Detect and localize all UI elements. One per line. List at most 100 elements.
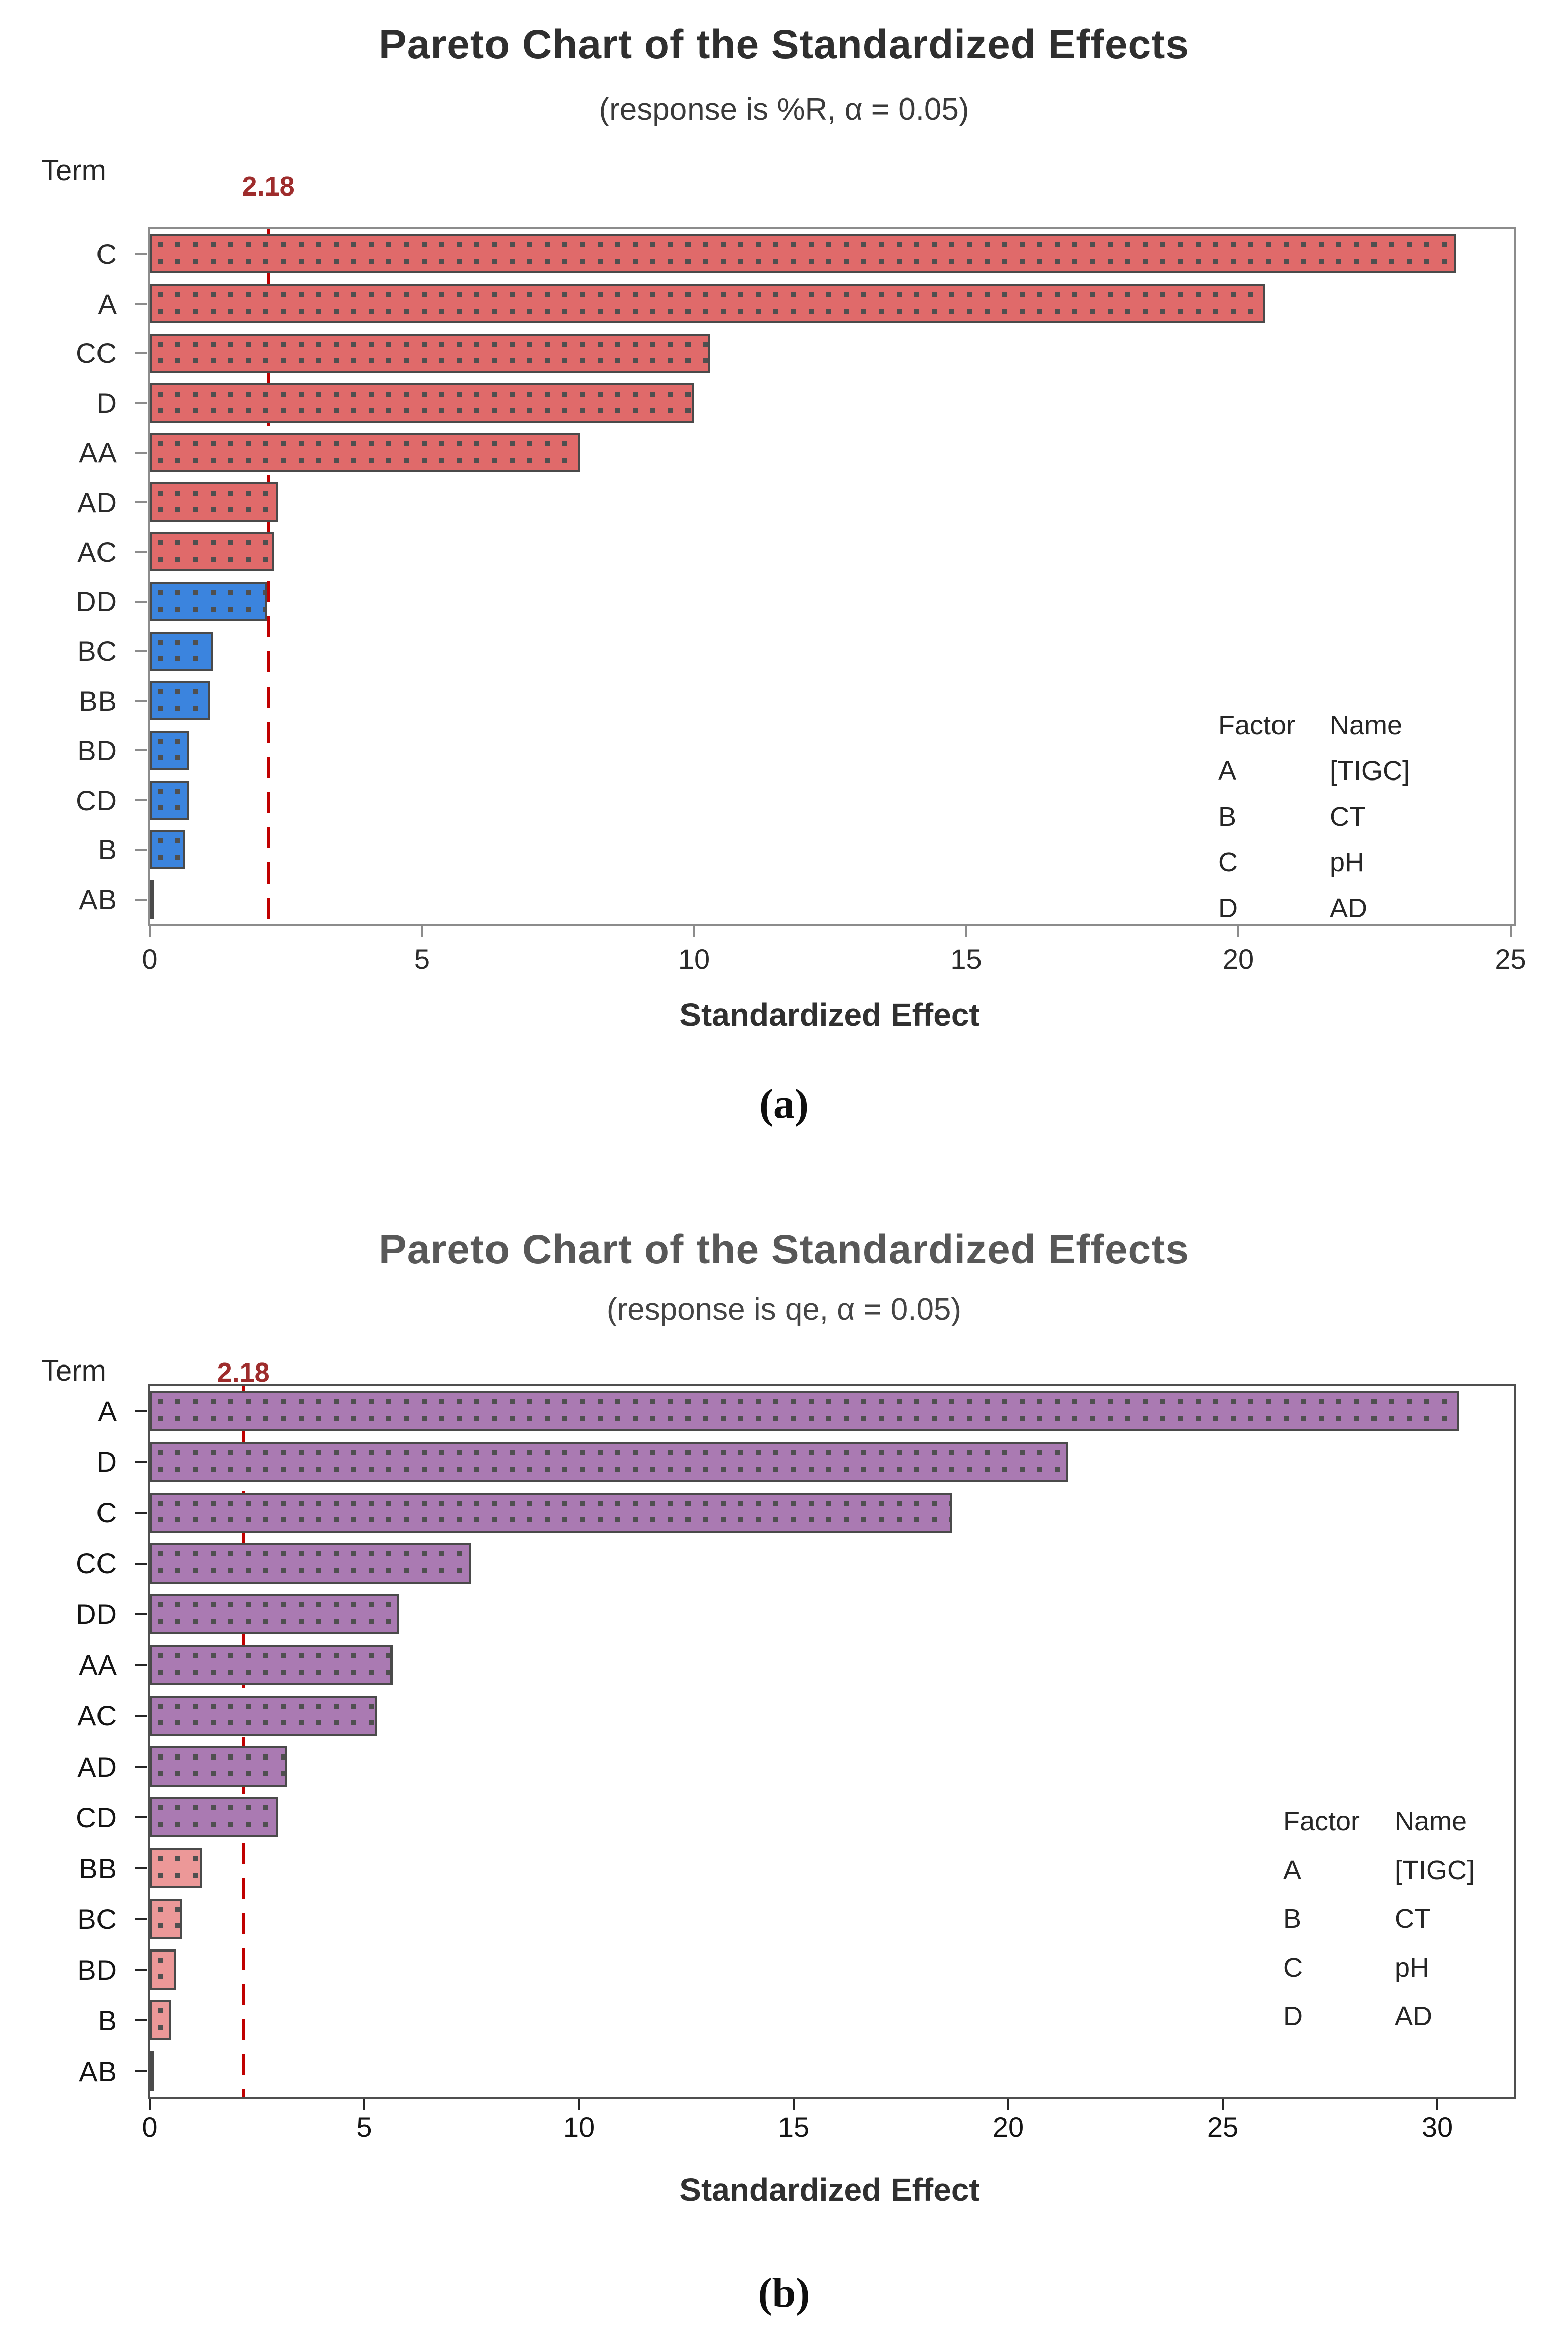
x-tick-label: 30 (1421, 2111, 1453, 2143)
bar-C (150, 1492, 952, 1533)
x-axis-title: Standardized Effect (679, 2172, 980, 2208)
x-tick-label: 0 (142, 2111, 158, 2143)
bar-D (150, 383, 694, 423)
y-axis-tick (135, 1664, 147, 1666)
y-axis-tick (135, 1511, 147, 1514)
x-tick-label: 15 (777, 2111, 810, 2143)
legend-name: CT (1395, 1904, 1431, 1934)
y-axis-tick (135, 1969, 147, 1971)
y-axis-tick (135, 749, 147, 752)
bar-row (150, 577, 1514, 627)
chart-subtitle: (response is %R, α = 0.05) (599, 92, 969, 127)
x-tick-label: 25 (1495, 943, 1526, 975)
y-axis-tick (135, 650, 147, 652)
term-label: AA (79, 437, 117, 469)
reference-line (267, 229, 271, 924)
bar-AD (150, 1746, 287, 1787)
legend-factor: A (1283, 1855, 1302, 1885)
y-axis-tick (135, 1714, 147, 1717)
chart-subtitle: (response is qe, α = 0.05) (606, 1292, 962, 1327)
term-label: BD (77, 734, 117, 766)
x-tick-label: 20 (992, 2111, 1024, 2143)
bar-C (150, 234, 1456, 274)
bar-row (150, 279, 1514, 329)
reference-value-label: 2.18 (217, 1357, 270, 1388)
bar-row (150, 1487, 1514, 1538)
bar-row (150, 428, 1514, 477)
x-tick-label: 10 (678, 943, 710, 975)
bar-BC (150, 1899, 182, 1939)
y-axis-tick (135, 799, 147, 802)
y-axis-tick (135, 2019, 147, 2022)
bar-DD (150, 581, 267, 621)
x-axis-tick (149, 926, 151, 937)
x-tick-label: 5 (414, 943, 430, 975)
factor-legend: Factor Name A [TIGC] B CT C pH D AD (1218, 703, 1410, 931)
term-label: AA (79, 1649, 117, 1681)
x-axis-tick (1007, 2099, 1009, 2110)
bar-row (150, 825, 1514, 874)
y-axis-tick (135, 600, 147, 603)
term-label: CD (76, 1801, 117, 1833)
x-tick-label: 5 (356, 2111, 372, 2143)
bar-row (150, 229, 1514, 279)
term-label: CC (76, 337, 117, 369)
term-label: C (96, 1497, 117, 1529)
term-label: B (97, 834, 117, 866)
bar-BC (150, 631, 213, 671)
legend-name: [TIGC] (1330, 756, 1410, 786)
x-axis-tick (1237, 926, 1239, 937)
y-axis-tick (135, 551, 147, 553)
bar-row (150, 329, 1514, 378)
term-label: AC (77, 1700, 117, 1732)
legend-factor: C (1283, 1953, 1303, 1983)
y-axis-title: Term (41, 1354, 106, 1387)
bar-row (150, 1792, 1514, 1843)
x-axis-tick (792, 2099, 795, 2110)
x-tick-label: 10 (563, 2111, 595, 2143)
legend-name: AD (1330, 893, 1368, 923)
bar-row (150, 726, 1514, 775)
bar-row (150, 775, 1514, 825)
y-axis-tick (135, 253, 147, 255)
bar-B (150, 830, 185, 869)
term-label: D (96, 387, 117, 419)
y-axis-tick (135, 501, 147, 504)
y-axis-tick (135, 1867, 147, 1870)
reference-value-label: 2.18 (242, 171, 295, 202)
x-axis-title: Standardized Effect (679, 997, 980, 1033)
y-axis-tick (135, 1766, 147, 1768)
bar-AD (150, 482, 278, 522)
bar-row (150, 1639, 1514, 1690)
x-tick-label: 20 (1222, 943, 1254, 975)
bar-row (150, 1589, 1514, 1639)
bar-row (150, 676, 1514, 726)
legend-header-name: Name (1395, 1806, 1467, 1836)
term-label: D (96, 1446, 117, 1478)
legend-factor: D (1218, 893, 1238, 923)
legend-header-factor: Factor (1283, 1806, 1360, 1836)
x-axis-tick (149, 2099, 151, 2110)
plot-area (148, 227, 1516, 926)
chart-title: Pareto Chart of the Standardized Effects (379, 1227, 1189, 1273)
bar-BB (150, 681, 210, 721)
x-tick-label: 25 (1207, 2111, 1239, 2143)
bar-BD (150, 731, 190, 770)
term-label: B (97, 2004, 117, 2036)
bar-BD (150, 1949, 176, 1990)
bar-AA (150, 1644, 393, 1685)
x-axis-tick (965, 926, 967, 937)
bar-CD (150, 781, 189, 820)
y-axis-tick (135, 848, 147, 851)
y-axis-tick (135, 303, 147, 305)
legend-factor: A (1218, 756, 1237, 786)
term-label: AB (79, 884, 117, 916)
legend-factor: B (1283, 1904, 1302, 1934)
legend-factor: D (1283, 2001, 1303, 2031)
bar-row (150, 874, 1514, 924)
term-label: AC (77, 536, 117, 568)
y-axis-tick (135, 700, 147, 702)
term-label: BD (77, 1954, 117, 1986)
bar-row (150, 1944, 1514, 1995)
term-label: BC (77, 1903, 117, 1935)
